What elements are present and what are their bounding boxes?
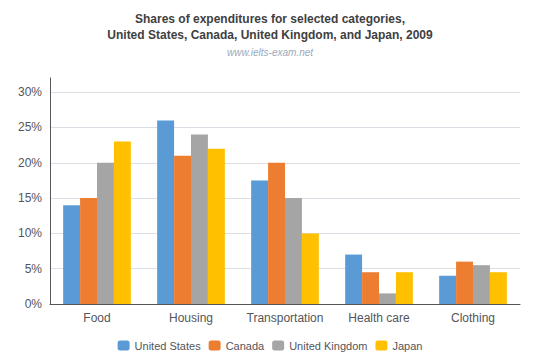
svg-text:Housing: Housing xyxy=(169,311,213,325)
svg-text:5%: 5% xyxy=(25,262,43,276)
svg-text:Japan: Japan xyxy=(392,340,422,352)
svg-text:Canada: Canada xyxy=(226,340,265,352)
svg-text:Clothing: Clothing xyxy=(451,311,495,325)
svg-text:25%: 25% xyxy=(18,120,42,134)
svg-text:10%: 10% xyxy=(18,226,42,240)
svg-text:Transportation: Transportation xyxy=(247,311,324,325)
svg-text:30%: 30% xyxy=(18,85,42,99)
svg-text:www.ielts-exam.net: www.ielts-exam.net xyxy=(227,47,314,58)
svg-text:United States: United States xyxy=(135,340,202,352)
svg-text:United States, Canada, United: United States, Canada, United Kingdom, a… xyxy=(107,28,433,42)
svg-text:United Kingdom: United Kingdom xyxy=(289,340,367,352)
svg-text:Shares of expenditures for sel: Shares of expenditures for selected cate… xyxy=(135,12,405,26)
svg-text:Health care: Health care xyxy=(348,311,410,325)
svg-text:20%: 20% xyxy=(18,156,42,170)
svg-text:15%: 15% xyxy=(18,191,42,205)
svg-text:0%: 0% xyxy=(25,297,43,311)
svg-text:Food: Food xyxy=(83,311,110,325)
